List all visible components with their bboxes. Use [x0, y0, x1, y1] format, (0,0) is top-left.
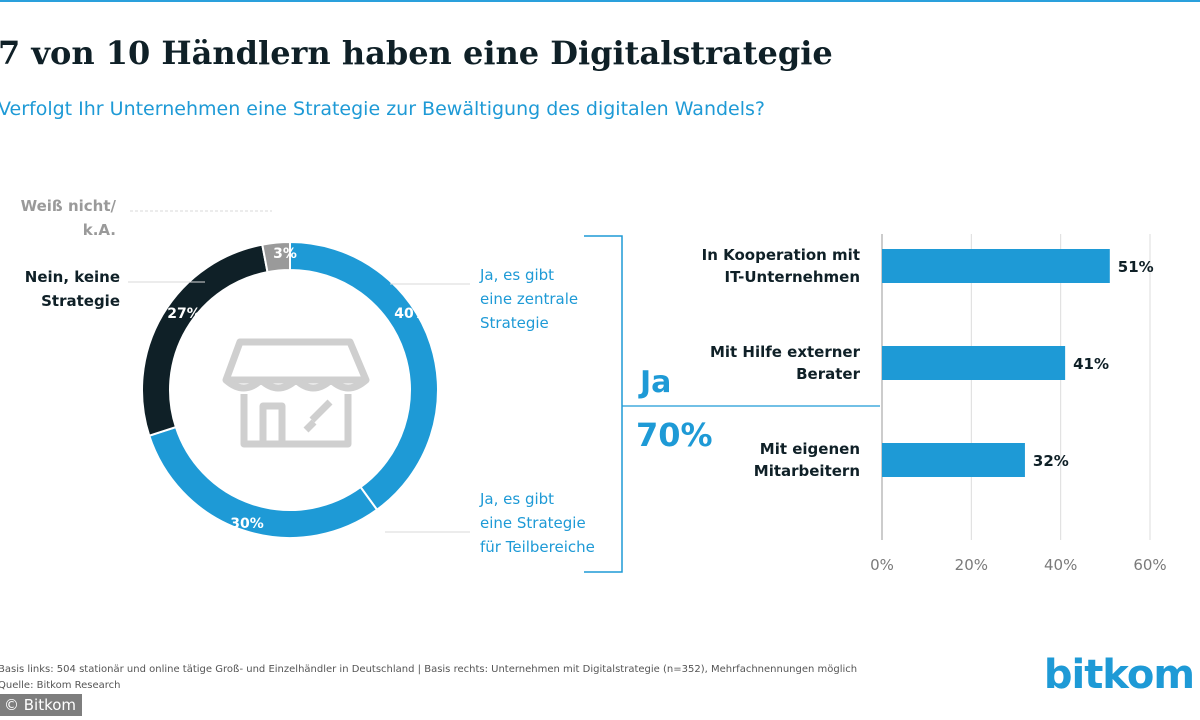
donut-category-label: Strategie	[480, 314, 549, 332]
bar-category-label: IT-Unternehmen	[725, 268, 860, 286]
x-tick-label: 20%	[955, 556, 988, 574]
x-tick-label: 0%	[870, 556, 894, 574]
donut-slice	[261, 240, 291, 274]
bar	[882, 346, 1066, 380]
chart-subtitle: Verfolgt Ihr Unternehmen eine Strategie …	[0, 98, 765, 120]
bar-category-label: Mitarbeitern	[754, 462, 860, 480]
x-tick-label: 60%	[1133, 556, 1166, 574]
shop-icon	[222, 338, 370, 448]
ja-bracket	[584, 235, 880, 573]
donut-value-label: 40%	[394, 306, 428, 322]
donut-category-label: Weiß nicht/	[21, 197, 117, 215]
donut-value-label: 3%	[273, 246, 297, 262]
donut-chart: 40% Ja, es gibt eine zentrale Strategie 30% J…	[21, 197, 595, 556]
image-credit: © Bitkom	[0, 694, 83, 716]
bar-value-label: 51%	[1118, 258, 1154, 276]
bitkom-logo: bitkom	[1043, 652, 1195, 698]
bar-category-label: In Kooperation mit	[702, 246, 860, 264]
donut-category-label: Ja, es gibt	[479, 490, 554, 508]
ja-total-value: 70%	[636, 416, 713, 454]
donut-category-label: Strategie	[41, 292, 120, 310]
bar	[882, 443, 1025, 477]
donut-category-label: eine Strategie	[480, 514, 586, 532]
bar-chart: 0% 20% 40% 60% 51% In Kooperation mit IT-Unter…	[702, 234, 1167, 574]
donut-category-label: Ja, es gibt	[479, 266, 554, 284]
donut-category-label: Nein, keine	[25, 268, 120, 286]
donut-category-label: k.A.	[83, 221, 116, 239]
bar-category-label: Mit eigenen	[760, 440, 860, 458]
donut-value-label: 27%	[167, 306, 201, 322]
chart-title: 7 von 10 Händlern haben eine Digitalstra…	[0, 34, 833, 72]
bar	[882, 249, 1110, 283]
ja-total-label: Ja	[638, 365, 671, 400]
donut-category-label: eine zentrale	[480, 290, 578, 308]
top-accent-line	[0, 0, 1200, 2]
donut-value-label: 30%	[230, 516, 264, 532]
donut-category-label: für Teilbereiche	[480, 538, 595, 556]
bar-category-label: Berater	[796, 365, 860, 383]
footnote-source: Quelle: Bitkom Research	[0, 680, 121, 691]
bar-value-label: 32%	[1033, 452, 1069, 470]
x-tick-label: 40%	[1044, 556, 1077, 574]
footnote-basis: Basis links: 504 stationär und online tä…	[0, 664, 858, 675]
bar-category-label: Mit Hilfe externer	[710, 343, 861, 361]
bar-value-label: 41%	[1073, 355, 1109, 373]
